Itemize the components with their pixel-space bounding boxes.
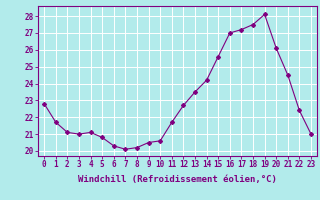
X-axis label: Windchill (Refroidissement éolien,°C): Windchill (Refroidissement éolien,°C)	[78, 175, 277, 184]
